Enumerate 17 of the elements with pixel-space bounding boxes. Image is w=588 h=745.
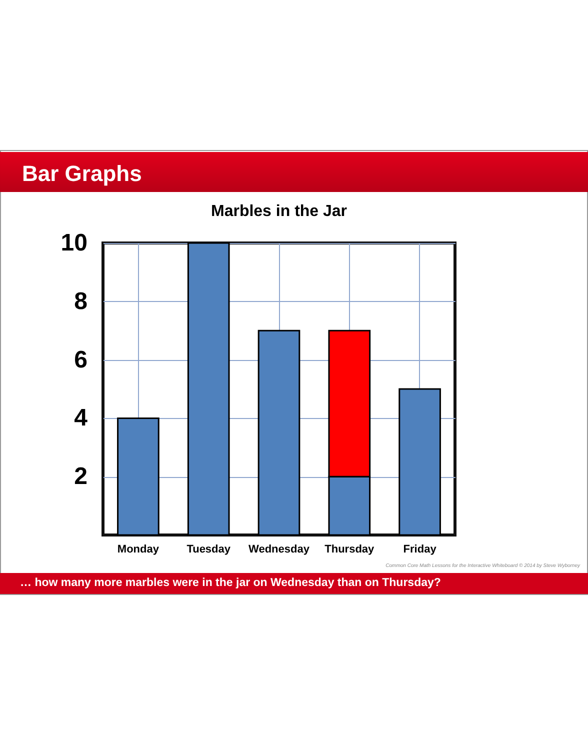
bar: [117, 417, 160, 536]
bar: [398, 388, 441, 536]
y-tick-label: 10: [60, 230, 88, 256]
y-tick-label: 4: [74, 404, 88, 432]
x-tick-label: Tuesday: [186, 544, 232, 556]
bar: [258, 330, 300, 536]
y-tick-label: 6: [74, 346, 88, 374]
bar: [187, 242, 230, 536]
x-tick-label: Wednesday: [248, 544, 310, 556]
x-tick-label: Friday: [403, 544, 438, 556]
x-tick-label: Monday: [117, 544, 160, 556]
x-tick-label: Thursday: [324, 544, 376, 556]
y-tick-label: 8: [74, 288, 88, 315]
y-tick-label: 2: [74, 463, 88, 490]
chart-title: Marbles in the Jar: [210, 203, 348, 220]
text: Bar Graphs: [0, 152, 588, 192]
text: … how many more marbles were in the jar on Wednesday than on Thursday?: [0, 573, 588, 594]
